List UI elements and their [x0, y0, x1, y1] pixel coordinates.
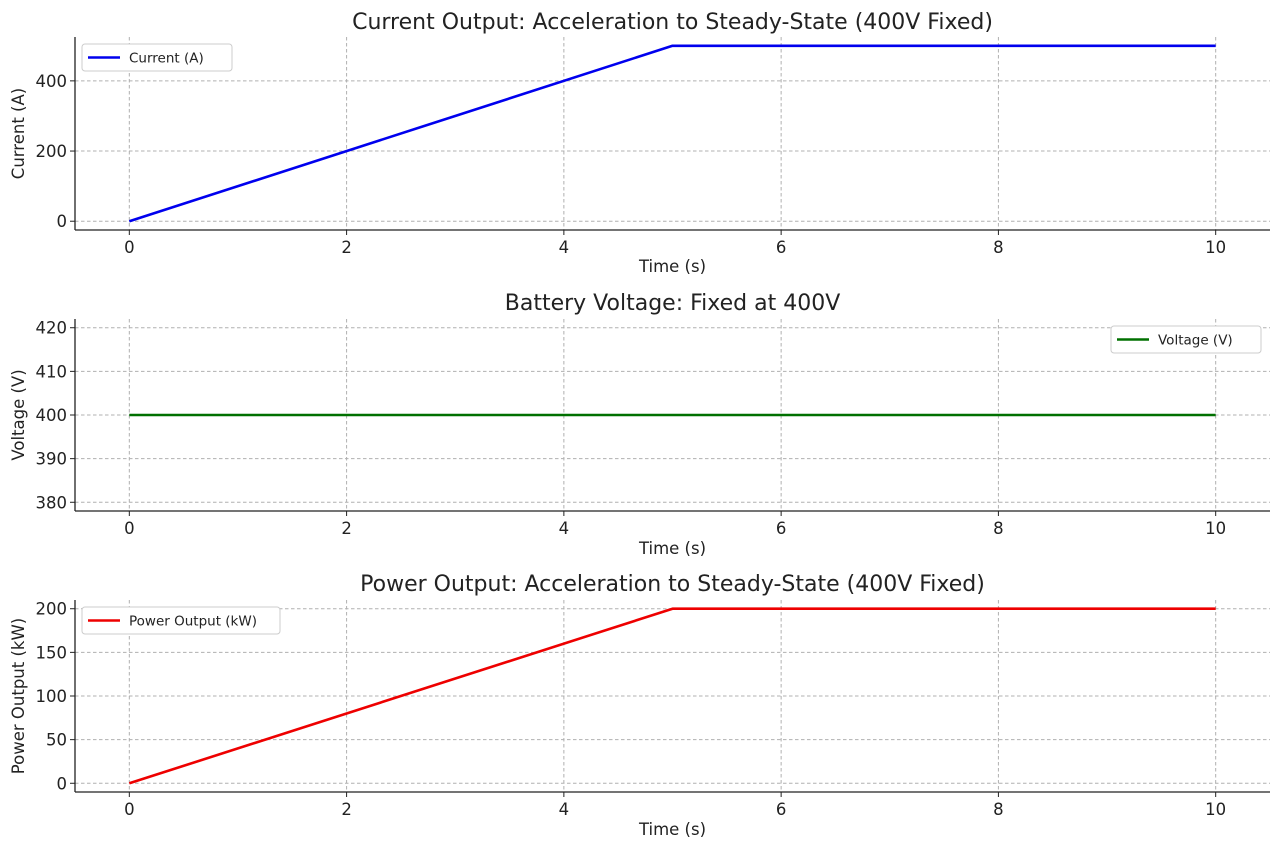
y-tick-label: 380: [36, 493, 68, 512]
y-tick-label: 0: [57, 212, 68, 231]
x-tick-label: 0: [124, 238, 135, 257]
y-tick-label: 0: [57, 774, 68, 793]
y-tick-label: 400: [36, 406, 68, 425]
x-tick-label: 6: [776, 238, 787, 257]
series-line: [128, 44, 1216, 223]
y-tick-label: 200: [36, 600, 68, 619]
y-tick-label: 200: [36, 142, 68, 161]
subplot-1: 0 2 4 6 8 10 0 200 400 Current Output: Accelerati…: [9, 10, 1270, 276]
x-tick-label: 4: [559, 238, 570, 257]
chart-title: Current Output: Acceleration to Steady-S…: [352, 10, 993, 35]
y-tick-label: 150: [36, 643, 68, 662]
legend-box: [1110, 325, 1262, 354]
chart-title: Power Output: Acceleration to Steady-Sta…: [360, 572, 985, 597]
x-tick-label: 8: [993, 238, 1004, 257]
x-tick-label: 6: [776, 519, 787, 538]
legend-label: Current (A): [129, 51, 204, 67]
x-tick-label: 2: [341, 800, 352, 819]
legend: Current (A): [81, 43, 233, 72]
x-axis-label: Time (s): [638, 257, 706, 276]
y-tick-label: 410: [36, 362, 68, 381]
x-tick-label: 0: [124, 519, 135, 538]
x-axis-label: Time (s): [638, 820, 706, 839]
y-axis-label: Current (A): [9, 88, 28, 179]
x-tick-label: 0: [124, 800, 135, 819]
y-axis-label: Voltage (V): [9, 369, 28, 460]
x-tick-label: 6: [776, 800, 787, 819]
y-axis-label: Power Output (kW): [9, 618, 28, 774]
legend-label: Voltage (V): [1158, 333, 1233, 349]
y-tick-label: 100: [36, 687, 68, 706]
series-line: [128, 607, 1216, 785]
legend-box: [81, 43, 233, 72]
legend: Voltage (V): [1110, 325, 1262, 354]
y-tick-label: 420: [36, 319, 68, 338]
x-tick-label: 2: [341, 238, 352, 257]
x-tick-label: 4: [559, 800, 570, 819]
x-tick-label: 8: [993, 519, 1004, 538]
x-tick-label: 10: [1205, 800, 1226, 819]
x-tick-label: 8: [993, 800, 1004, 819]
y-tick-label: 400: [36, 72, 68, 91]
x-tick-label: 10: [1205, 519, 1226, 538]
subplot-2: 0 2 4 6 8 10 380 390 400 410 420 Battery Voltage: F…: [9, 291, 1270, 558]
x-tick-label: 4: [559, 519, 570, 538]
y-tick-label: 50: [46, 731, 67, 750]
legend-box: [81, 606, 281, 635]
legend-label: Power Output (kW): [129, 614, 257, 630]
x-tick-label: 2: [341, 519, 352, 538]
y-tick-label: 390: [36, 450, 68, 469]
legend: Power Output (kW): [81, 606, 281, 635]
x-tick-label: 10: [1205, 238, 1226, 257]
x-axis-label: Time (s): [638, 539, 706, 558]
chart-title: Battery Voltage: Fixed at 400V: [505, 291, 841, 316]
